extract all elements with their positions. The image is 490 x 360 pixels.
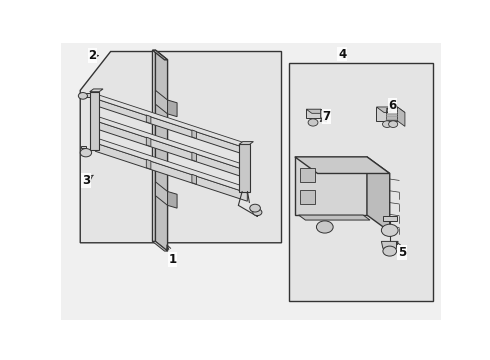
Polygon shape [320, 109, 326, 122]
Bar [300, 190, 315, 204]
Polygon shape [239, 141, 253, 144]
Circle shape [80, 149, 92, 157]
Polygon shape [90, 92, 99, 150]
Text: 5: 5 [396, 242, 406, 259]
Circle shape [317, 221, 333, 233]
Polygon shape [152, 242, 168, 251]
Polygon shape [90, 89, 103, 92]
Circle shape [250, 204, 260, 212]
Polygon shape [155, 182, 168, 205]
Polygon shape [152, 50, 168, 60]
Polygon shape [86, 93, 90, 97]
Polygon shape [96, 116, 249, 171]
Polygon shape [192, 152, 196, 162]
Text: 4: 4 [338, 48, 346, 61]
Text: 1: 1 [167, 245, 176, 266]
Polygon shape [96, 138, 249, 193]
Polygon shape [168, 192, 177, 208]
Polygon shape [306, 109, 320, 118]
Polygon shape [147, 159, 151, 169]
Polygon shape [295, 157, 390, 174]
Polygon shape [298, 215, 370, 220]
Polygon shape [306, 109, 326, 113]
Circle shape [381, 224, 398, 237]
Polygon shape [96, 143, 247, 201]
Polygon shape [96, 121, 247, 179]
Polygon shape [80, 51, 281, 243]
Polygon shape [96, 94, 249, 149]
Polygon shape [295, 157, 367, 215]
Text: 3: 3 [82, 174, 93, 187]
Polygon shape [381, 242, 398, 248]
Polygon shape [367, 157, 390, 232]
Bar [386, 108, 396, 120]
Circle shape [389, 121, 398, 127]
Polygon shape [96, 99, 247, 156]
Polygon shape [147, 115, 151, 123]
Polygon shape [81, 146, 86, 148]
Circle shape [383, 246, 396, 256]
Polygon shape [376, 107, 397, 121]
Polygon shape [376, 107, 405, 112]
Polygon shape [192, 130, 196, 139]
Text: 2: 2 [88, 49, 98, 62]
Polygon shape [147, 137, 151, 147]
Polygon shape [155, 90, 168, 114]
Polygon shape [168, 100, 177, 117]
Polygon shape [155, 50, 168, 251]
Polygon shape [192, 174, 196, 184]
Text: 7: 7 [320, 110, 330, 123]
Text: 6: 6 [387, 99, 396, 113]
Circle shape [78, 93, 87, 99]
Polygon shape [397, 107, 405, 126]
Circle shape [308, 119, 318, 126]
Circle shape [383, 121, 392, 127]
Polygon shape [239, 144, 249, 192]
Bar [289, 63, 434, 301]
Circle shape [253, 209, 262, 216]
Polygon shape [383, 216, 397, 221]
Polygon shape [152, 50, 155, 242]
Bar [300, 168, 315, 182]
